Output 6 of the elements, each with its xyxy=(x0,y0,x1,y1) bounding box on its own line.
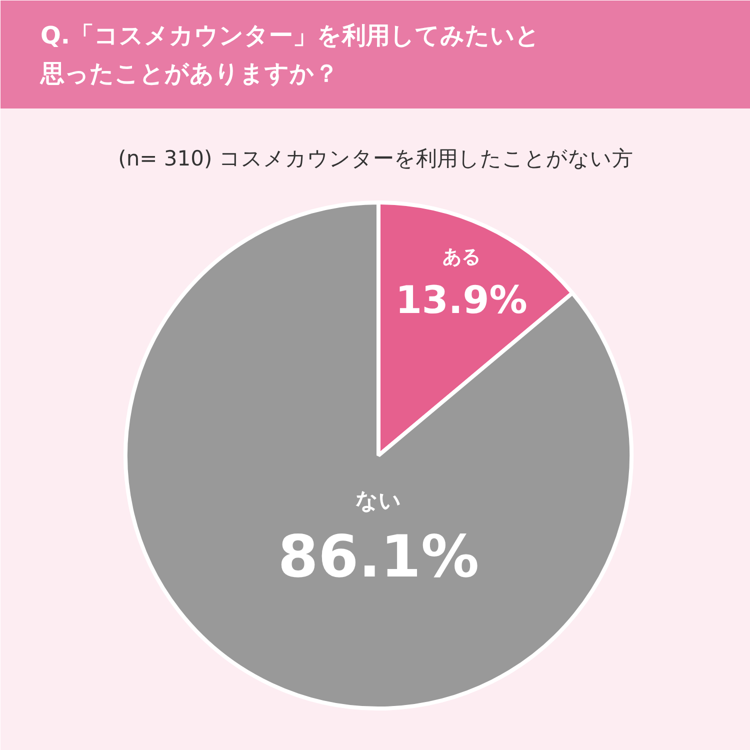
slice-label: ない xyxy=(356,489,402,514)
data-label: 13.9% xyxy=(395,278,528,322)
chart-subtitle: (n= 310) コスメカウンターを利用したことがない方 xyxy=(118,146,633,170)
chart-title: Q.「コスメカウンター」を利用してみたいと思ったことがありますか？ xyxy=(40,22,540,88)
data-label: 86.1% xyxy=(278,522,480,591)
slice-label: ある xyxy=(442,246,480,268)
